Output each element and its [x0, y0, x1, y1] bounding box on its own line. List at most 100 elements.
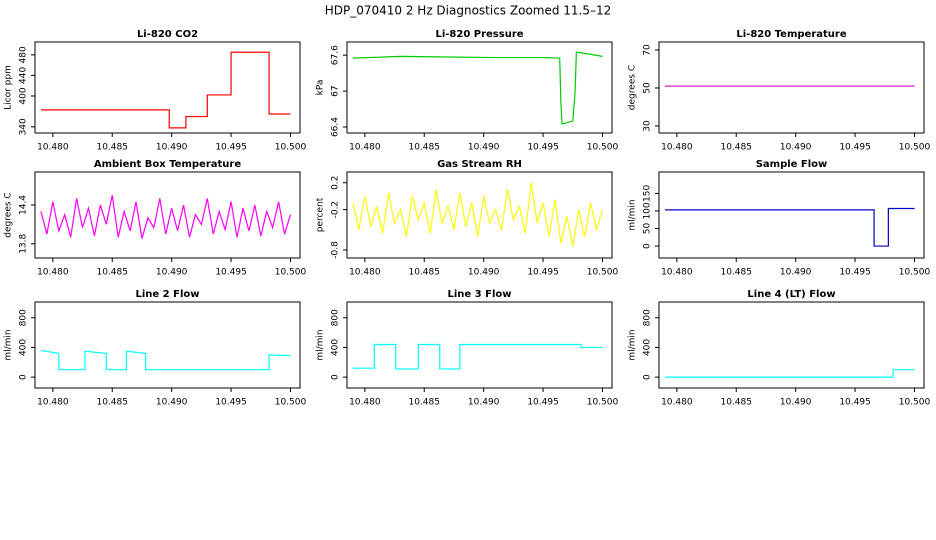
data-line	[352, 182, 604, 247]
x-tick-label: 10.485	[720, 268, 752, 278]
data-line	[352, 343, 603, 370]
x-tick-label: 10.485	[720, 398, 752, 408]
x-tick-label: 10.480	[37, 268, 69, 278]
y-tick-label: 13.8	[19, 233, 29, 253]
x-tick-label: 10.480	[37, 398, 69, 408]
x-tick-label: 10.485	[408, 398, 440, 408]
y-axis-label: degrees C	[628, 65, 638, 110]
x-tick-label: 10.495	[527, 143, 559, 153]
x-tick-label: 10.480	[37, 143, 69, 153]
panel-title: Line 2 Flow	[136, 289, 200, 300]
y-tick-label: 440	[19, 67, 29, 84]
y-tick-label: 150	[643, 185, 653, 202]
y-axis-label: ml/min	[4, 329, 14, 360]
x-tick-label: 10.490	[156, 143, 188, 153]
y-tick-label: 66.4	[331, 117, 341, 137]
x-tick-label: 10.495	[839, 398, 871, 408]
x-tick-label: 10.490	[780, 268, 812, 278]
x-tick-label: 10.500	[899, 268, 931, 278]
x-tick-label: 10.495	[527, 268, 559, 278]
y-tick-label: 67.6	[331, 45, 341, 65]
panel-title: Ambient Box Temperature	[94, 159, 241, 170]
y-tick-label: 50	[643, 223, 653, 235]
x-tick-label: 10.490	[468, 268, 500, 278]
data-line	[40, 195, 292, 239]
x-tick-label: 10.490	[780, 143, 812, 153]
x-tick-label: 10.490	[468, 143, 500, 153]
x-tick-label: 10.485	[720, 143, 752, 153]
y-axis-label: ml/min	[628, 199, 638, 230]
x-tick-label: 10.495	[839, 143, 871, 153]
x-tick-label: 10.500	[275, 398, 307, 408]
plot-frame	[658, 171, 925, 259]
x-tick-label: 10.480	[661, 268, 693, 278]
x-tick-label: 10.495	[215, 398, 247, 408]
panel-title: Gas Stream RH	[437, 159, 522, 170]
plot-frame	[346, 301, 613, 389]
plot-frame	[34, 41, 301, 134]
x-tick-label: 10.480	[661, 143, 693, 153]
x-tick-label: 10.500	[275, 268, 307, 278]
x-tick-label: 10.500	[275, 143, 307, 153]
y-tick-label: 70	[643, 44, 653, 56]
panel-title: Li-820 CO2	[137, 29, 198, 40]
panel-title: Line 3 Flow	[448, 289, 512, 300]
plot-frame	[34, 301, 301, 389]
y-axis-label: ml/min	[628, 329, 638, 360]
y-axis-label: kPa	[316, 80, 326, 96]
x-tick-label: 10.500	[587, 268, 619, 278]
data-line	[664, 369, 915, 378]
y-axis-label: ml/min	[316, 329, 326, 360]
x-tick-label: 10.485	[96, 268, 128, 278]
y-tick-label: 400	[19, 339, 29, 356]
y-axis-label: percent	[316, 197, 326, 232]
y-tick-label: 400	[19, 87, 29, 104]
x-tick-label: 10.495	[527, 398, 559, 408]
y-tick-label: 800	[331, 309, 341, 326]
y-tick-label: 0	[643, 243, 653, 249]
x-tick-label: 10.495	[215, 143, 247, 153]
panel-title: Li-820 Temperature	[736, 29, 846, 40]
plot-frame	[346, 171, 613, 259]
y-tick-label: 480	[19, 46, 29, 63]
data-line	[664, 207, 915, 247]
x-tick-label: 10.485	[96, 143, 128, 153]
panel-title: Li-820 Pressure	[435, 29, 523, 40]
y-axis-label: Licor ppm	[4, 65, 14, 110]
plot-frame	[346, 41, 613, 134]
page-title: HDP_070410 2 Hz Diagnostics Zoomed 11.5–…	[325, 4, 612, 18]
y-tick-label: 400	[643, 339, 653, 356]
y-tick-label: 800	[19, 309, 29, 326]
plot-frame	[658, 41, 925, 134]
y-tick-label: 0	[19, 374, 29, 380]
x-tick-label: 10.500	[899, 398, 931, 408]
x-tick-label: 10.480	[349, 268, 381, 278]
x-tick-label: 10.500	[899, 143, 931, 153]
x-tick-label: 10.500	[587, 143, 619, 153]
x-tick-label: 10.480	[349, 143, 381, 153]
y-tick-label: 100	[643, 202, 653, 219]
y-tick-label: 0.2	[331, 176, 341, 190]
x-tick-label: 10.480	[661, 398, 693, 408]
y-tick-label: 67	[331, 85, 341, 96]
panel-title: Line 4 (LT) Flow	[747, 289, 835, 300]
x-tick-label: 10.490	[780, 398, 812, 408]
x-tick-label: 10.490	[156, 398, 188, 408]
x-tick-label: 10.490	[156, 268, 188, 278]
y-tick-label: 14.4	[19, 195, 29, 215]
y-tick-label: 400	[331, 339, 341, 356]
x-tick-label: 10.485	[96, 398, 128, 408]
y-tick-label: 0	[331, 374, 341, 380]
y-tick-label: 50	[643, 82, 653, 94]
x-tick-label: 10.485	[408, 143, 440, 153]
x-tick-label: 10.490	[468, 398, 500, 408]
y-tick-label: 800	[643, 309, 653, 326]
y-axis-label: degrees C	[4, 192, 14, 237]
x-tick-label: 10.485	[408, 268, 440, 278]
y-tick-label: -0.2	[331, 201, 341, 219]
data-line	[40, 51, 291, 129]
y-tick-label: 340	[19, 118, 29, 135]
y-tick-label: -0.8	[331, 241, 341, 259]
x-tick-label: 10.495	[839, 268, 871, 278]
